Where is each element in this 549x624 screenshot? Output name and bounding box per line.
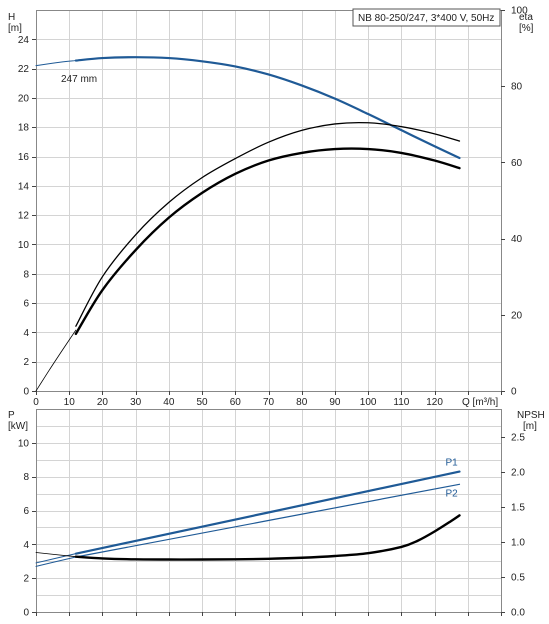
panel-bottom-right-tick-label: 0.5 (511, 573, 525, 584)
panel-top-left-tick-label: 4 (23, 328, 29, 339)
p-axis-title-symbol: P (8, 410, 15, 421)
panel-bottom-series-p2 (75, 483, 461, 558)
plot-layer: 0 10 20 30 40 50 60 70 80 90 100 110 120024681012141… (18, 6, 528, 619)
panel-top-left-tick-label: 24 (18, 35, 30, 46)
panel-bottom-series-p1-extension (35, 553, 77, 564)
p-axis-title-unit: [kW] (8, 421, 28, 432)
panel-bottom-right-tick-label: 1.0 (511, 538, 525, 549)
panel-bottom-left-tick-label: 10 (18, 438, 30, 449)
panel-bottom-left-tick-label: 6 (23, 506, 29, 517)
panel-top-left-tick-label: 12 (18, 211, 30, 222)
panel-top-left-tick-label: 6 (23, 299, 29, 310)
panel-top-right-tick-label: 40 (511, 234, 523, 245)
h-axis-title-unit: [m] (8, 23, 22, 34)
panel-top-x-tick-label: 90 (329, 397, 341, 408)
panel-top-left-tick-label: 10 (18, 240, 30, 251)
panel-top-x-tick-label: 20 (97, 397, 109, 408)
panel-top-right-tick-label: 20 (511, 310, 523, 321)
impeller-diameter-label: 247 mm (61, 74, 97, 85)
panel-top-left-tick-label: 2 (23, 357, 29, 368)
panel-top-right-tick-label: 80 (511, 82, 523, 93)
eta-axis-title-symbol: eta (519, 12, 533, 23)
npsh-axis-title-unit: [m] (523, 421, 537, 432)
panel-top-right-tick-label: 100 (511, 6, 528, 17)
panel-bottom-series-label-p2: P2 (445, 488, 458, 499)
panel-bottom-series-p1 (74, 470, 461, 555)
panel-top-left-tick-label: 8 (23, 269, 29, 280)
panel-top-series-h-extension (35, 60, 77, 67)
npsh-axis-title-symbol: NPSH (517, 410, 545, 421)
panel-bottom-left-tick-label: 8 (23, 472, 29, 483)
panel-top-x-tick-label: 120 (426, 397, 443, 408)
panel-top-x-tick-label: 0 (33, 397, 39, 408)
panel-top-x-tick-label: 60 (230, 397, 242, 408)
panel-top-x-tick-label: 30 (130, 397, 142, 408)
panel-top-left-tick-label: 20 (18, 93, 30, 104)
h-axis-title-symbol: H (8, 12, 15, 23)
panel-top-series-eta-thin (75, 121, 461, 327)
panel-top-series-eta-thick (74, 147, 461, 336)
panel-top-left-tick-label: 18 (18, 123, 30, 134)
panel-bottom-left-tick-label: 0 (23, 608, 29, 619)
panel-bottom-right-tick-label: 1.5 (511, 503, 525, 514)
panel-bottom-left-tick-label: 2 (23, 574, 29, 585)
panel-top-x-tick-label: 80 (296, 397, 308, 408)
panel-top-series-eta-origin (35, 329, 77, 392)
panel-bottom-series-p2-extension (35, 556, 77, 567)
panel-top-x-tick-label: 100 (360, 397, 377, 408)
panel-bottom-right-tick-label: 2.0 (511, 468, 525, 479)
panel-bottom-right-tick-label: 0.0 (511, 608, 525, 619)
panel-bottom-series-npsh (74, 514, 461, 561)
panel-top-x-tick-label: 70 (263, 397, 275, 408)
panel-top-right-tick-label: 0 (511, 387, 517, 398)
panel-top-series-h (74, 56, 461, 160)
q-axis-title: Q [m³/h] (462, 397, 498, 408)
panel-top-x-tick-label: 110 (393, 397, 409, 408)
panel-top-right-tick-label: 60 (511, 158, 523, 169)
panel-bottom-series-npsh-extension (35, 552, 77, 558)
panel-top-x-tick-label: 50 (197, 397, 209, 408)
panel-top-left-tick-label: 22 (18, 64, 30, 75)
panel-bottom-left-tick-label: 4 (23, 540, 29, 551)
panel-bottom-series-label-p1: P1 (445, 458, 458, 469)
panel-top-left-tick-label: 0 (23, 387, 29, 398)
panel-top-left-tick-label: 14 (18, 181, 30, 192)
title-box (352, 8, 501, 27)
chart-title: NB 80-250/247, 3*400 V, 50Hz (358, 13, 494, 24)
panel-bottom-right-tick-label: 2.5 (511, 433, 525, 444)
eta-axis-title-unit: [%] (519, 23, 534, 34)
panel-top-x-tick-label: 40 (163, 397, 175, 408)
panel-top-x-tick-label: 10 (64, 397, 76, 408)
panel-top-left-tick-label: 16 (18, 152, 30, 163)
